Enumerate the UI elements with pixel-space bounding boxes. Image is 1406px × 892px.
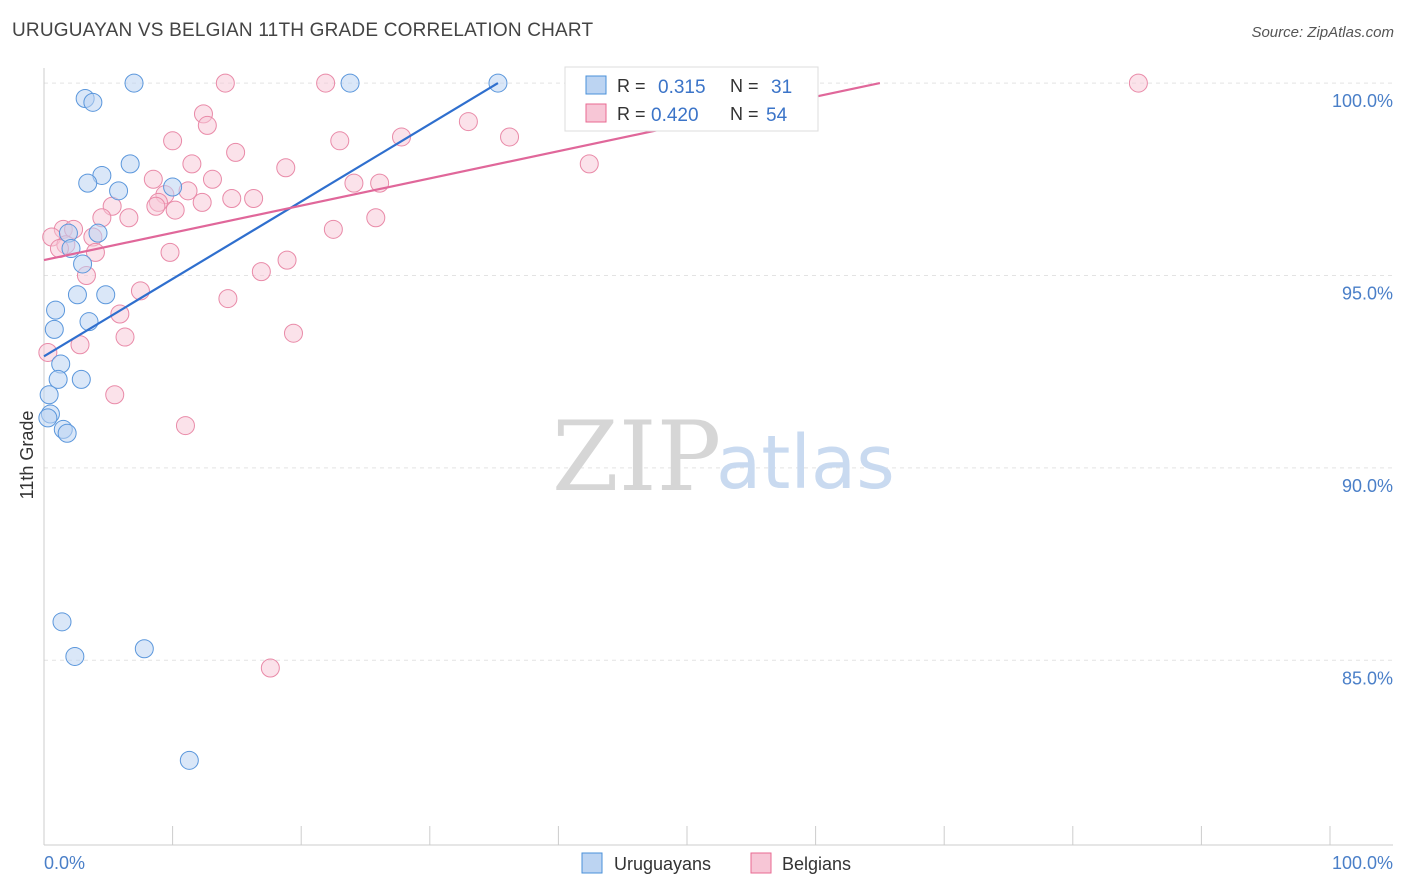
stats-r-label-belgians: R =: [617, 104, 646, 124]
point-belgians: [222, 189, 242, 209]
point-belgians: [175, 416, 195, 436]
point-uruguayans: [39, 385, 59, 405]
point-belgians: [192, 192, 212, 212]
chart-title: URUGUAYAN VS BELGIAN 11TH GRADE CORRELAT…: [12, 20, 594, 41]
stats-r-value-uruguayans: 0.315: [658, 77, 706, 98]
point-uruguayans: [65, 646, 85, 666]
legend-swatch-belgians[interactable]: [750, 852, 772, 874]
point-uruguayans: [124, 73, 144, 93]
point-belgians: [197, 115, 217, 135]
point-uruguayans: [46, 300, 66, 320]
point-belgians: [251, 262, 271, 282]
y-tick-labels: 100.0% 95.0% 90.0% 85.0%: [1332, 91, 1393, 688]
point-belgians: [260, 658, 280, 678]
y-axis-label: 11th Grade: [17, 411, 37, 500]
stats-n-value-belgians: 54: [766, 105, 788, 126]
point-belgians: [146, 196, 166, 216]
point-belgians: [330, 131, 350, 151]
point-belgians: [202, 169, 222, 189]
point-belgians: [163, 131, 183, 151]
watermark-zip: ZIP: [552, 401, 721, 513]
series-legend: Uruguayans Belgians: [581, 852, 851, 874]
point-uruguayans: [73, 254, 93, 274]
point-uruguayans: [88, 223, 108, 243]
stats-legend-box: R = 0.315 N = 31 R = 0.420 N = 54: [564, 66, 819, 132]
point-belgians: [226, 142, 246, 162]
point-belgians: [218, 289, 238, 309]
point-uruguayans: [134, 639, 154, 659]
point-uruguayans: [38, 408, 58, 428]
stats-r-label-uruguayans: R =: [617, 76, 646, 96]
axes: [43, 68, 1393, 846]
point-belgians: [110, 304, 130, 324]
point-uruguayans: [340, 73, 360, 93]
y-tick-label: 100.0%: [1332, 91, 1393, 111]
point-belgians: [344, 173, 364, 193]
point-uruguayans: [163, 177, 183, 197]
point-belgians: [316, 73, 336, 93]
point-belgians: [283, 323, 303, 343]
gridlines: [44, 82, 1393, 661]
x-tick-labels: 0.0% 100.0%: [44, 853, 1393, 873]
point-uruguayans: [179, 750, 199, 770]
stats-legend-frame: [564, 66, 819, 132]
point-belgians: [579, 154, 599, 174]
point-belgians: [182, 154, 202, 174]
point-belgians: [165, 200, 185, 220]
x-tick-label-min: 0.0%: [44, 853, 85, 873]
point-belgians: [277, 250, 297, 270]
data-points: [38, 73, 1148, 770]
point-uruguayans: [83, 92, 103, 112]
stats-swatch-belgians: [585, 103, 607, 123]
point-belgians: [458, 112, 478, 132]
x-tick-label-max: 100.0%: [1332, 853, 1393, 873]
y-tick-label: 90.0%: [1342, 476, 1393, 496]
point-belgians: [160, 242, 180, 262]
stats-n-label-belgians: N =: [730, 104, 759, 124]
watermark: ZIP atlas: [552, 401, 895, 513]
point-uruguayans: [96, 285, 116, 305]
point-belgians: [143, 169, 163, 189]
watermark-atlas: atlas: [716, 420, 895, 506]
y-tick-label: 95.0%: [1342, 283, 1393, 303]
point-uruguayans: [71, 369, 91, 389]
source-label: Source: ZipAtlas.com: [1251, 24, 1394, 41]
point-uruguayans: [109, 181, 129, 201]
legend-swatch-uruguayans[interactable]: [581, 852, 603, 874]
point-belgians: [215, 73, 235, 93]
point-belgians: [244, 189, 264, 209]
point-uruguayans: [78, 173, 98, 193]
point-uruguayans: [120, 154, 140, 174]
point-belgians: [276, 158, 296, 178]
point-uruguayans: [48, 369, 68, 389]
stats-r-value-belgians: 0.420: [651, 105, 699, 126]
y-tick-label: 85.0%: [1342, 668, 1393, 688]
point-belgians: [119, 208, 139, 228]
legend-label-uruguayans[interactable]: Uruguayans: [614, 854, 711, 874]
stats-swatch-uruguayans: [585, 75, 607, 95]
point-uruguayans: [57, 423, 77, 443]
point-belgians: [500, 127, 520, 147]
point-belgians: [366, 208, 386, 228]
point-uruguayans: [52, 612, 72, 632]
legend-label-belgians[interactable]: Belgians: [782, 854, 851, 874]
point-belgians: [323, 219, 343, 239]
point-uruguayans: [67, 285, 87, 305]
trend-line-uruguayans: [43, 82, 499, 358]
stats-n-value-uruguayans: 31: [771, 77, 792, 98]
point-belgians: [115, 327, 135, 347]
point-belgians: [105, 385, 125, 405]
point-belgians: [1128, 73, 1148, 93]
point-belgians: [38, 342, 58, 362]
stats-n-label-uruguayans: N =: [730, 76, 759, 96]
point-uruguayans: [44, 319, 64, 339]
